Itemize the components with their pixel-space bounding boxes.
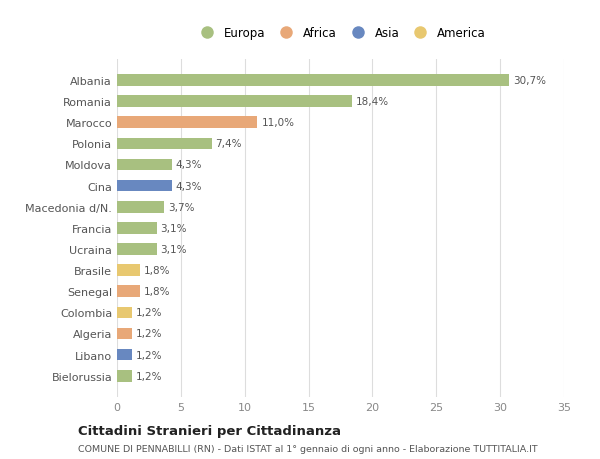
Bar xyxy=(117,265,140,276)
Text: 30,7%: 30,7% xyxy=(513,76,546,86)
Bar xyxy=(117,286,140,297)
Bar xyxy=(117,180,172,192)
Bar xyxy=(117,244,157,255)
Text: 1,2%: 1,2% xyxy=(136,350,163,360)
Text: 3,1%: 3,1% xyxy=(160,224,187,233)
Bar xyxy=(117,96,352,108)
Bar xyxy=(117,349,133,361)
Text: Cittadini Stranieri per Cittadinanza: Cittadini Stranieri per Cittadinanza xyxy=(78,425,341,437)
Text: 3,7%: 3,7% xyxy=(168,202,194,212)
Bar xyxy=(117,159,172,171)
Text: 11,0%: 11,0% xyxy=(262,118,295,128)
Text: 1,8%: 1,8% xyxy=(144,265,170,275)
Text: 4,3%: 4,3% xyxy=(176,181,202,191)
Bar xyxy=(117,328,133,340)
Text: 1,2%: 1,2% xyxy=(136,371,163,381)
Bar xyxy=(117,75,509,87)
Bar xyxy=(117,138,212,150)
Bar xyxy=(117,117,257,129)
Text: 18,4%: 18,4% xyxy=(356,97,389,107)
Text: 1,2%: 1,2% xyxy=(136,329,163,339)
Text: 7,4%: 7,4% xyxy=(215,139,242,149)
Bar xyxy=(117,370,133,382)
Text: 4,3%: 4,3% xyxy=(176,160,202,170)
Text: 1,8%: 1,8% xyxy=(144,286,170,297)
Bar xyxy=(117,202,164,213)
Legend: Europa, Africa, Asia, America: Europa, Africa, Asia, America xyxy=(193,25,488,43)
Bar xyxy=(117,307,133,319)
Text: 3,1%: 3,1% xyxy=(160,245,187,254)
Bar xyxy=(117,223,157,234)
Text: 1,2%: 1,2% xyxy=(136,308,163,318)
Text: COMUNE DI PENNABILLI (RN) - Dati ISTAT al 1° gennaio di ogni anno - Elaborazione: COMUNE DI PENNABILLI (RN) - Dati ISTAT a… xyxy=(78,444,538,453)
